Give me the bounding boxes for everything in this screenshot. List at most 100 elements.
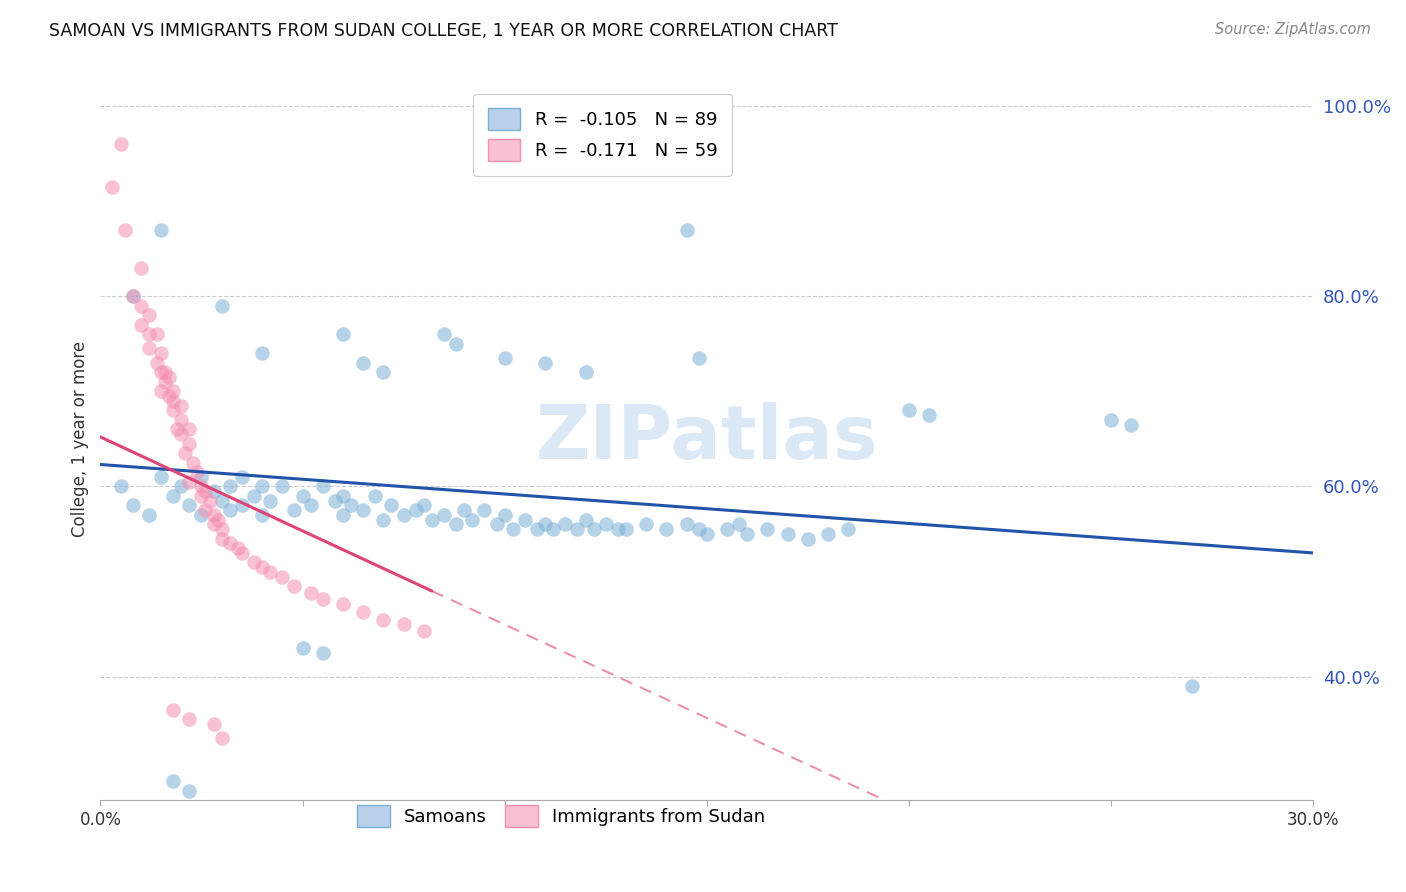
Point [243,489,266,503]
Point [444,336,467,351]
Point [373,513,395,527]
Point [170,479,193,493]
Point [162,489,184,503]
Point [352,503,374,517]
Point [250,508,273,522]
Point [392,508,415,522]
Point [150,384,173,399]
Point [153,365,176,379]
Point [190,508,212,522]
Point [211,731,233,746]
Point [202,717,225,731]
Point [636,517,658,532]
Point [412,499,434,513]
Point [179,422,201,436]
Point [364,489,387,503]
Point [153,375,176,389]
Point [502,522,524,536]
Point [352,605,374,619]
Point [567,522,589,536]
Point [534,356,557,370]
Point [179,436,201,450]
Point [291,641,314,656]
Point [461,513,484,527]
Point [283,503,305,517]
Point [129,318,152,332]
Point [150,470,173,484]
Point [797,532,820,546]
Point [170,413,193,427]
Point [1121,417,1143,432]
Point [675,517,697,532]
Point [352,356,374,370]
Point [198,493,221,508]
Point [595,517,617,532]
Point [179,475,201,489]
Point [312,591,335,606]
Point [179,712,201,726]
Point [918,408,941,422]
Point [146,327,169,342]
Point [218,503,240,517]
Point [735,527,758,541]
Point [138,308,160,322]
Point [211,532,233,546]
Point [688,522,710,536]
Point [218,536,240,550]
Point [150,365,173,379]
Point [121,499,143,513]
Point [162,384,184,399]
Point [121,289,143,303]
Point [101,179,124,194]
Point [150,222,173,236]
Point [129,299,152,313]
Point [190,470,212,484]
Point [114,222,136,236]
Point [231,499,253,513]
Text: ZIPatlas: ZIPatlas [536,402,879,475]
Point [157,370,180,384]
Point [299,586,322,600]
Point [170,427,193,442]
Point [332,508,354,522]
Point [283,579,305,593]
Point [162,703,184,717]
Point [207,513,229,527]
Point [250,346,273,360]
Point [110,136,132,151]
Point [897,403,920,417]
Point [202,484,225,499]
Point [299,499,322,513]
Point [162,403,184,417]
Point [433,327,456,342]
Point [412,624,434,638]
Point [179,499,201,513]
Point [226,541,249,556]
Point [392,617,415,632]
Point [259,493,281,508]
Point [194,484,217,499]
Point [332,327,354,342]
Point [271,570,294,584]
Point [474,503,496,517]
Point [250,560,273,574]
Y-axis label: College, 1 year or more: College, 1 year or more [72,341,89,537]
Point [494,351,516,365]
Point [373,613,395,627]
Point [574,513,596,527]
Point [655,522,678,536]
Point [323,493,346,508]
Point [250,479,273,493]
Point [606,522,628,536]
Point [231,470,253,484]
Point [243,556,266,570]
Point [837,522,859,536]
Point [696,527,718,541]
Point [340,499,363,513]
Point [453,503,475,517]
Point [190,489,212,503]
Point [186,465,208,479]
Point [554,517,576,532]
Point [110,479,132,493]
Text: SAMOAN VS IMMIGRANTS FROM SUDAN COLLEGE, 1 YEAR OR MORE CORRELATION CHART: SAMOAN VS IMMIGRANTS FROM SUDAN COLLEGE,… [49,22,838,40]
